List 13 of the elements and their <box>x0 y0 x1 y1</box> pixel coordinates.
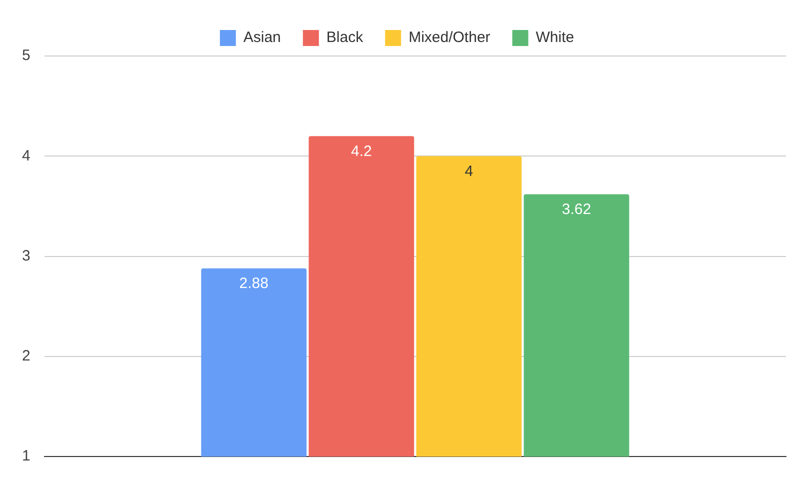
legend-label: White <box>536 29 574 46</box>
legend-label: Mixed/Other <box>408 29 490 46</box>
y-tick-label: 3 <box>22 247 30 264</box>
data-label: 4 <box>464 162 474 180</box>
y-tick-label: 4 <box>22 147 30 164</box>
legend-label: Black <box>326 29 364 46</box>
data-label: 2.88 <box>239 274 268 292</box>
data-label: 3.62 <box>562 200 592 218</box>
legend-label: Asian <box>243 29 281 46</box>
y-tick-label: 5 <box>22 47 30 64</box>
data-label: 4.2 <box>350 142 372 160</box>
y-tick-label: 2 <box>22 348 30 365</box>
y-tick-label: 1 <box>22 448 30 465</box>
